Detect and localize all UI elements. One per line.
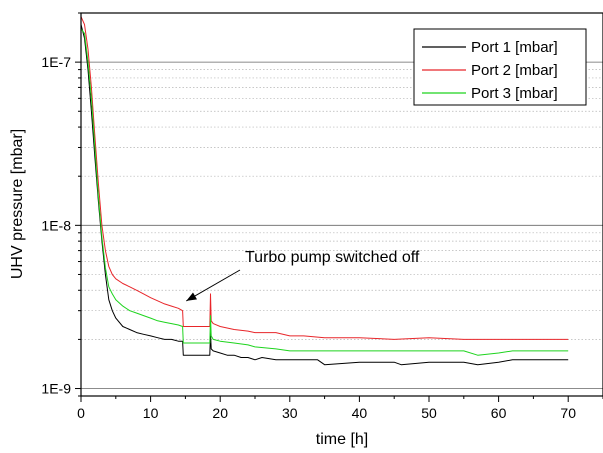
legend-box [413, 28, 587, 106]
legend-label-port-2: Port 2 [mbar] [471, 62, 558, 79]
y-axis-title: UHV pressure [mbar] [9, 129, 26, 279]
x-tick-label: 70 [560, 405, 576, 421]
y-tick-label: 1E-8 [41, 217, 71, 233]
y-tick-label: 1E-7 [41, 54, 71, 70]
series-line-port-3 [80, 28, 569, 356]
axis-ticks: 0 10 20 30 40 50 60 70 1E-9 1E-8 1E-7 [41, 12, 603, 421]
annotation-text: Turbo pump switched off [245, 249, 420, 266]
x-tick-label: 20 [212, 405, 228, 421]
series-line-port-2 [80, 16, 569, 340]
x-axis-title: time [h] [316, 431, 368, 448]
x-tick-label: 0 [77, 405, 85, 421]
x-tick-label: 40 [352, 405, 368, 421]
annotation-arrow-line [186, 269, 241, 302]
legend-label-port-1: Port 1 [mbar] [471, 39, 558, 56]
legend-label-port-3: Port 3 [mbar] [471, 85, 558, 102]
x-tick-label: 30 [282, 405, 298, 421]
plot-frame [80, 12, 603, 397]
y-tick-label: 1E-9 [41, 381, 71, 397]
x-tick-label: 10 [143, 405, 159, 421]
x-tick-label: 50 [421, 405, 437, 421]
annotation: Turbo pump switched off [186, 249, 420, 302]
legend: Port 1 [mbar] Port 2 [mbar] Port 3 [mbar] [413, 28, 587, 106]
series-layer [80, 16, 569, 366]
annotation-arrow-head [186, 292, 197, 301]
x-tick-label: 60 [491, 405, 507, 421]
